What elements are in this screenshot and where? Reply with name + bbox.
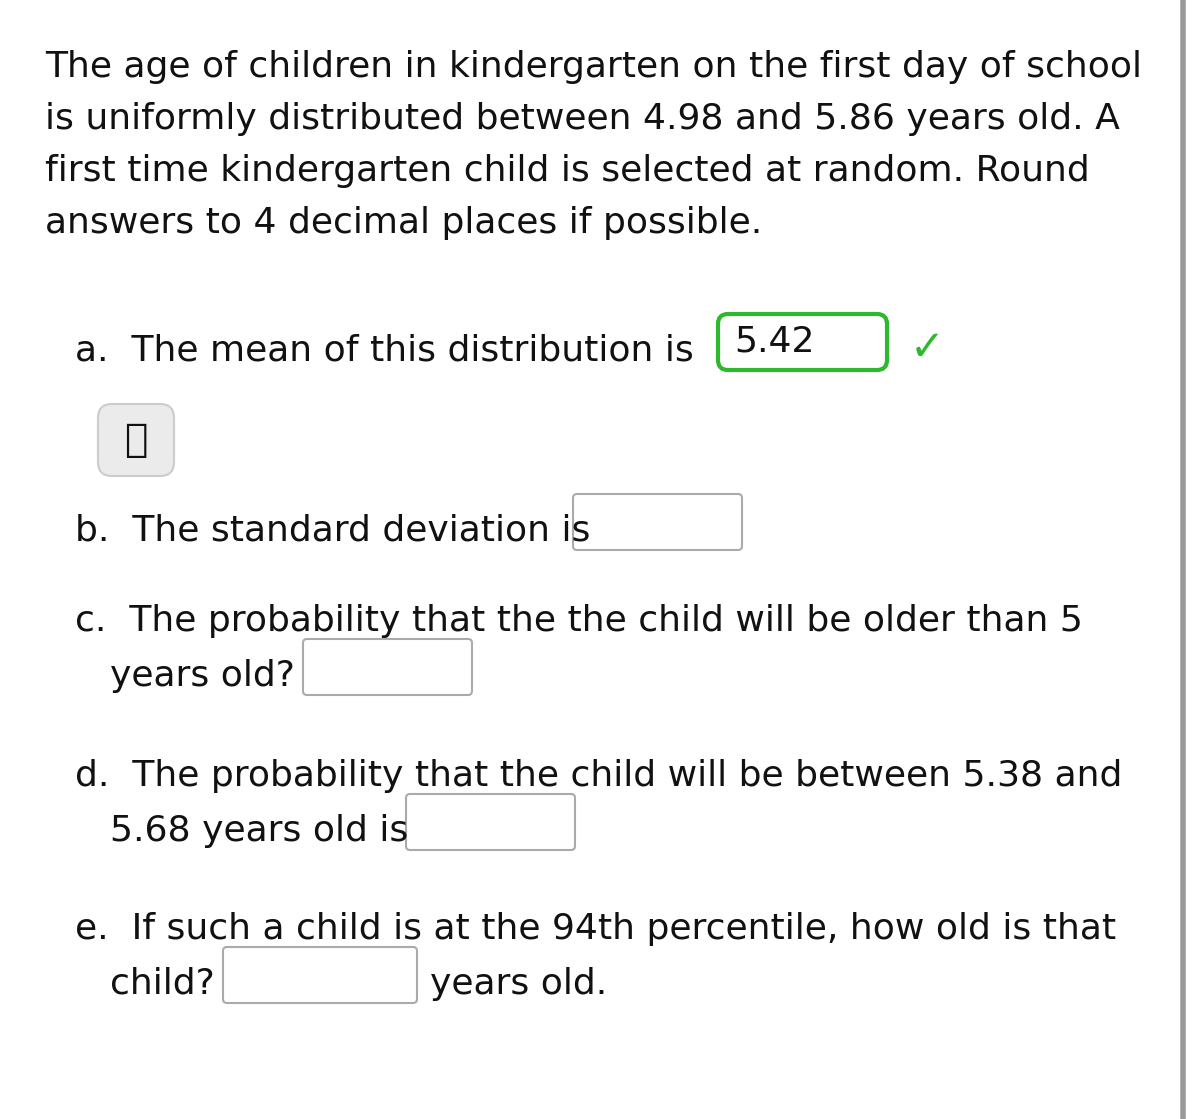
Text: 🔑: 🔑 [125,421,148,459]
FancyBboxPatch shape [406,794,575,850]
FancyBboxPatch shape [98,404,174,476]
FancyBboxPatch shape [718,314,887,370]
Text: years old.: years old. [430,967,607,1000]
Text: b.  The standard deviation is: b. The standard deviation is [74,514,590,548]
Text: c.  The probability that the the child will be older than 5: c. The probability that the the child wi… [74,604,1082,638]
Text: first time kindergarten child is selected at random. Round: first time kindergarten child is selecte… [46,154,1090,188]
FancyBboxPatch shape [302,639,472,695]
Text: 5.42: 5.42 [734,325,815,359]
Text: e.  If such a child is at the 94th percentile, how old is that: e. If such a child is at the 94th percen… [74,912,1116,946]
Text: a.  The mean of this distribution is: a. The mean of this distribution is [74,333,694,368]
Text: is uniformly distributed between 4.98 and 5.86 years old. A: is uniformly distributed between 4.98 an… [46,102,1120,137]
Text: answers to 4 decimal places if possible.: answers to 4 decimal places if possible. [46,206,762,239]
Text: years old?: years old? [110,659,295,693]
FancyBboxPatch shape [574,493,742,551]
Text: ✓: ✓ [910,327,944,369]
Text: 5.68 years old is: 5.68 years old is [110,814,408,848]
Text: The age of children in kindergarten on the first day of school: The age of children in kindergarten on t… [46,50,1142,84]
FancyBboxPatch shape [223,947,418,1003]
Text: d.  The probability that the child will be between 5.38 and: d. The probability that the child will b… [74,759,1122,792]
Text: child?: child? [110,967,215,1000]
